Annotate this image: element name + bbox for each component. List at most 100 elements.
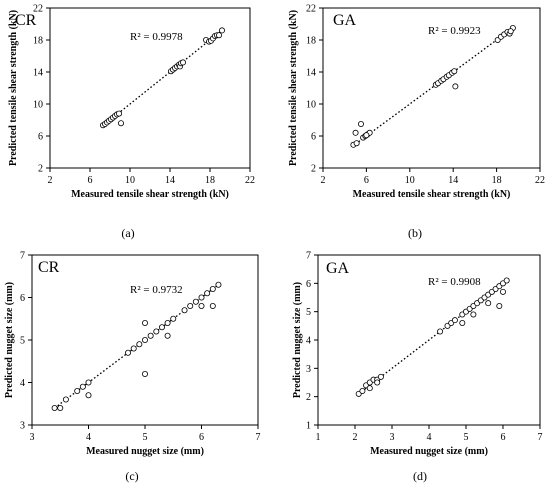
x-tick-label: 1	[316, 432, 321, 443]
x-tick-label: 18	[205, 175, 215, 186]
panel-caption: (a)	[121, 226, 134, 240]
data-point	[204, 290, 211, 297]
r-squared-annotation: R² = 0.9732	[130, 284, 183, 296]
data-point	[357, 121, 364, 128]
data-point	[116, 110, 123, 117]
data-point	[485, 300, 492, 307]
y-tick-label: 10	[33, 100, 43, 111]
y-tick-label: 6	[20, 293, 25, 304]
x-tick-label: 6	[501, 432, 506, 443]
data-point	[363, 132, 370, 139]
data-point	[198, 294, 205, 301]
x-tick-label: 14	[165, 175, 175, 186]
data-point	[141, 319, 148, 326]
y-axis-label: Predicted tensile shear strength (kN)	[8, 10, 19, 166]
data-point	[147, 332, 154, 339]
x-axis-label: Measured tensile shear strength (kN)	[71, 189, 229, 200]
data-point	[192, 298, 199, 305]
x-axis-label: Measured nugget size (mm)	[370, 446, 488, 457]
data-point	[136, 341, 143, 348]
data-point	[125, 349, 132, 356]
data-point	[352, 129, 359, 136]
data-point	[496, 302, 503, 309]
x-tick-label: 5	[143, 432, 148, 443]
data-point	[62, 396, 69, 403]
data-point	[198, 302, 205, 309]
x-tick-label: 7	[538, 432, 543, 443]
x-tick-label: 18	[492, 175, 502, 186]
data-point	[170, 315, 177, 322]
x-tick-label: 6	[88, 175, 93, 186]
x-tick-label: 7	[256, 432, 261, 443]
x-tick-label: 2	[321, 175, 326, 186]
data-point	[141, 370, 148, 377]
data-point	[85, 392, 92, 399]
y-tick-label: 18	[33, 36, 43, 47]
data-point	[437, 328, 444, 335]
x-tick-label: 3	[390, 432, 395, 443]
data-point	[164, 319, 171, 326]
panel-inset-label: GA	[326, 260, 350, 277]
panel-c: 3 4 5 6 7 3 4 5 6 7 Measured nugget size (mm) Predi…	[4, 251, 261, 484]
x-tick-label: 10	[405, 175, 415, 186]
y-tick-label: 3	[20, 421, 25, 432]
panel-inset-label: CR	[38, 259, 60, 276]
data-point	[507, 28, 514, 35]
plot-frame	[322, 7, 541, 169]
x-tick-label: 4	[427, 432, 432, 443]
panel-caption: (c)	[125, 469, 138, 483]
data-point	[179, 59, 186, 66]
y-tick-label: 4	[306, 336, 311, 347]
r-squared-annotation: R² = 0.9923	[428, 25, 481, 37]
data-point	[218, 27, 225, 34]
trend-line	[358, 279, 508, 395]
r-squared-annotation: R² = 0.9908	[428, 276, 481, 288]
panel-inset-label: CR	[15, 12, 37, 29]
y-tick-label: 6	[38, 132, 43, 143]
y-tick-label: 2	[306, 392, 311, 403]
data-point	[503, 277, 510, 284]
y-tick-label: 18	[306, 36, 316, 47]
data-point	[451, 317, 458, 324]
data-point	[215, 281, 222, 288]
data-point	[181, 307, 188, 314]
y-axis-label: Predicted nugget size (mm)	[292, 282, 303, 398]
y-tick-label: 6	[306, 279, 311, 290]
y-tick-label: 10	[306, 100, 316, 111]
data-point	[470, 311, 477, 318]
x-tick-label: 2	[48, 175, 53, 186]
data-point	[459, 319, 466, 326]
y-axis-label: Predicted tensile shear strength (kN)	[288, 10, 299, 166]
y-tick-label: 4	[20, 378, 25, 389]
x-tick-label: 14	[448, 175, 458, 186]
data-point	[51, 404, 58, 411]
data-point	[499, 288, 506, 295]
data-point	[353, 140, 360, 147]
data-point	[359, 387, 366, 394]
x-tick-label: 5	[464, 432, 469, 443]
data-point	[187, 302, 194, 309]
data-point	[79, 383, 86, 390]
y-tick-label: 2	[38, 164, 43, 175]
y-tick-label: 5	[306, 307, 311, 318]
x-tick-label: 4	[86, 432, 91, 443]
y-tick-label: 1	[306, 421, 311, 432]
data-point	[85, 379, 92, 386]
y-tick-label: 6	[311, 132, 316, 143]
data-point	[130, 345, 137, 352]
x-axis-label: Measured nugget size (mm)	[86, 446, 204, 457]
panel-d: 1 2 3 4 5 6 7 1 2 3 4 5 6 7 Measured nugget size (mm) P…	[292, 251, 543, 484]
x-tick-label: 3	[30, 432, 35, 443]
y-tick-label: 14	[33, 68, 43, 79]
x-tick-label: 2	[353, 432, 358, 443]
data-point	[374, 379, 381, 386]
x-axis-label: Measured tensile shear strength (kN)	[353, 189, 511, 200]
data-point	[451, 68, 458, 75]
y-tick-label: 22	[306, 4, 316, 15]
data-point	[209, 302, 216, 309]
y-tick-label: 7	[20, 251, 25, 262]
x-tick-label: 6	[199, 432, 204, 443]
trend-line	[102, 29, 223, 127]
